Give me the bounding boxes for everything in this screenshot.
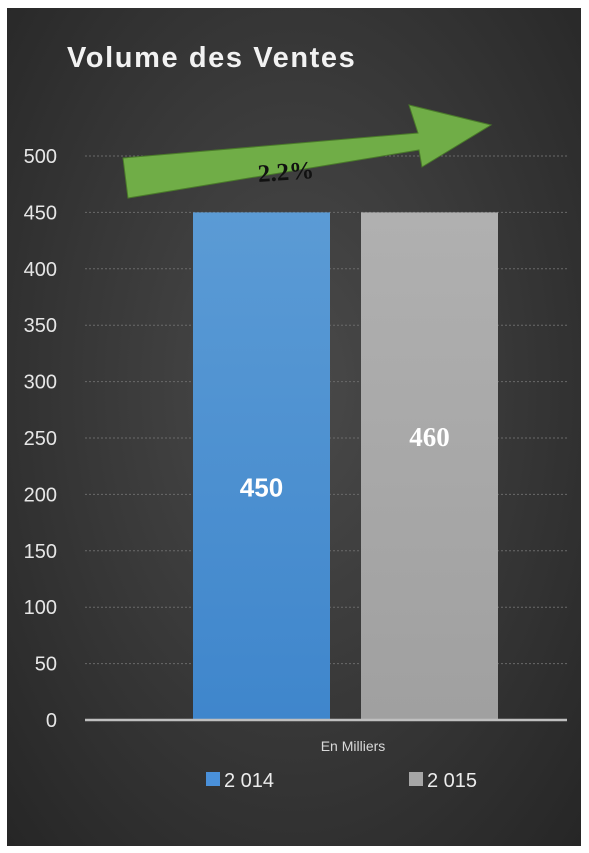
y-tick-label: 100	[24, 597, 57, 619]
chart-container: 0 50 100 150 200 250 300 350 400 450 500 450 460 En…	[7, 8, 581, 846]
chart-svg: 0 50 100 150 200 250 300 350 400 450 500 450 460 En…	[24, 104, 567, 792]
growth-arrow: 2.2%	[122, 104, 493, 199]
bars: 450 460	[193, 212, 498, 720]
y-tick-label: 500	[24, 146, 57, 168]
y-tick-label: 400	[24, 259, 57, 281]
bar-data-label: 450	[240, 473, 283, 503]
legend-label: 2 014	[224, 770, 274, 792]
y-axis: 0 50 100 150 200 250 300 350 400 450 500	[24, 146, 57, 732]
bar	[193, 212, 330, 720]
y-tick-label: 300	[24, 372, 57, 394]
bar-data-label: 460	[409, 422, 450, 452]
legend: 2 014 2 015	[206, 770, 477, 792]
growth-arrow-shape	[122, 104, 493, 199]
legend-swatch	[409, 772, 423, 786]
y-tick-label: 200	[24, 484, 57, 506]
legend-swatch	[206, 772, 220, 786]
x-axis-label: En Milliers	[321, 738, 386, 754]
growth-annotation-label: 2.2%	[257, 157, 315, 188]
bar	[361, 212, 498, 720]
y-tick-label: 150	[24, 541, 57, 563]
chart-title: Volume des Ventes	[67, 42, 357, 74]
legend-label: 2 015	[427, 770, 477, 792]
y-tick-label: 350	[24, 315, 57, 337]
y-tick-label: 250	[24, 428, 57, 450]
y-tick-label: 450	[24, 202, 57, 224]
y-tick-label: 50	[35, 654, 57, 676]
y-tick-label: 0	[46, 710, 57, 732]
